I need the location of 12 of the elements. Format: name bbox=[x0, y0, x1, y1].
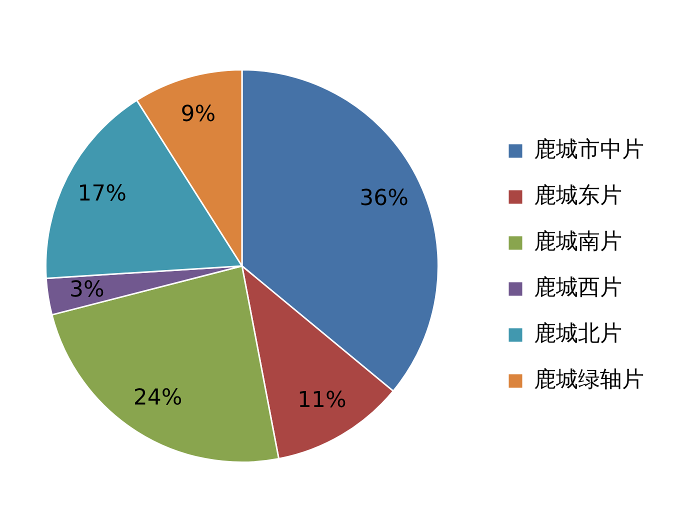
legend-label: 鹿城市中片 bbox=[534, 138, 644, 163]
legend-label: 鹿城东片 bbox=[534, 184, 622, 209]
data-label: 36% bbox=[360, 186, 409, 211]
data-label: 17% bbox=[78, 181, 127, 206]
legend-label: 鹿城绿轴片 bbox=[534, 368, 644, 393]
data-label: 24% bbox=[133, 385, 182, 410]
data-label: 9% bbox=[180, 102, 216, 127]
legend-label: 鹿城西片 bbox=[534, 276, 622, 301]
legend-label: 鹿城南片 bbox=[534, 230, 622, 255]
data-label: 3% bbox=[69, 277, 104, 302]
data-label: 11% bbox=[297, 388, 346, 413]
legend-label: 鹿城北片 bbox=[534, 322, 622, 347]
